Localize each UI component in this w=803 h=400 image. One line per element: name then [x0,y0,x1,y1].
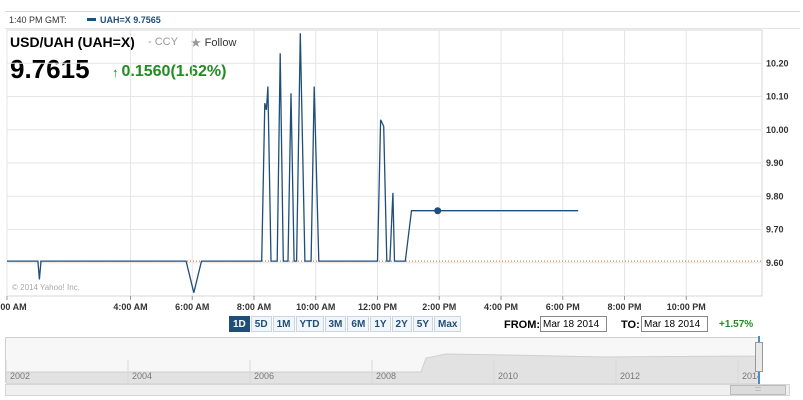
price-change-value: 0.1560(1.62%) [121,63,227,80]
x-tick-label: 4:00 AM [113,302,147,312]
navigator-year-label: 2002 [10,371,30,381]
to-date-input[interactable] [641,316,708,332]
range-button-6m[interactable]: 6M [347,316,370,332]
range-button-3m[interactable]: 3M [324,316,347,332]
navigator-year-label: 2010 [498,371,518,381]
range-button-1d[interactable]: 1D [229,316,250,332]
legend-swatch-icon [87,18,96,21]
follow-label: Follow [204,37,237,49]
navigator-year-label: 2014 [742,371,760,381]
x-tick-label: 8:00 AM [237,302,271,312]
x-tick-label: 8:00 PM [607,302,641,312]
range-button-max[interactable]: Max [434,316,462,332]
y-tick-label: 10.20 [766,58,789,68]
current-price: 9.7615 [10,54,90,84]
y-tick-label: 9.70 [766,225,784,235]
navigator-scroll-thumb[interactable]: ::: [730,385,786,395]
navigator-handle[interactable] [755,342,763,372]
from-label: FROM: [504,319,541,331]
chart-top-bar [5,11,800,29]
timeline-navigator[interactable]: 2002 2004 2006 2008 2010 2012 2014 [5,337,762,385]
range-buttons: 1D 5D 1M YTD 3M 6M 1Y 2Y 5Y Max [229,316,462,332]
y-tick-label: 9.60 [766,258,784,268]
x-tick-label: 4:00 PM [484,302,518,312]
follow-button[interactable]: ★ Follow [190,35,236,51]
symbol-title: USD/UAH (UAH=X) [10,34,135,50]
up-arrow-icon: ↑ [112,64,119,80]
from-date-input[interactable] [540,316,607,332]
navigator-chart: 2002 2004 2006 2008 2010 2012 2014 [5,350,762,385]
navigator-year-label: 2008 [376,371,396,381]
navigator-year-label: 2006 [254,371,274,381]
range-button-1m[interactable]: 1M [272,316,295,332]
x-tick-label: 12:00 PM [358,302,397,312]
x-tick-label: 12:00 AM [0,302,27,312]
star-icon: ★ [190,35,202,50]
range-percent-change: +1.57% [719,319,754,330]
navigator-year-label: 2012 [620,371,640,381]
chart-grid [6,29,763,297]
range-button-2y[interactable]: 2Y [391,316,412,332]
y-axis: 10.20 10.10 10.00 9.90 9.80 9.70 9.60 [766,58,789,268]
y-tick-label: 9.90 [766,158,784,168]
navigator-year-label: 2004 [132,371,152,381]
range-button-5d[interactable]: 5D [250,316,272,332]
copyright-text: © 2014 Yahoo! Inc. [12,283,80,292]
range-button-5y[interactable]: 5Y [412,316,434,332]
hover-marker [434,207,442,215]
legend-text: UAH=X 9.7565 [100,15,161,25]
x-tick-label: 10:00 AM [296,302,335,312]
y-tick-label: 10.10 [766,92,789,102]
x-tick-label: 2:00 PM [422,302,456,312]
range-button-1y[interactable]: 1Y [370,316,391,332]
price-chart[interactable]: 10.20 10.10 10.00 9.90 9.80 9.70 9.60 12:00 AM… [0,0,803,340]
price-change: ↑ 0.1560(1.62%) [112,63,226,81]
x-tick-label: 6:00 PM [546,302,580,312]
navigator-scrollbar[interactable] [5,384,790,396]
time-label: 1:40 PM GMT: [9,15,67,25]
symbol-ccy: - CCY [148,36,178,48]
to-label: TO: [621,319,640,331]
range-button-ytd[interactable]: YTD [295,316,324,332]
x-tick-label: 6:00 AM [175,302,209,312]
x-tick-label: 10:00 PM [667,302,706,312]
price-line [7,33,579,293]
y-tick-label: 10.00 [766,125,789,135]
x-axis: 12:00 AM 4:00 AM 6:00 AM 8:00 AM 10:00 AM 12:… [0,296,706,312]
y-tick-label: 9.80 [766,191,784,201]
